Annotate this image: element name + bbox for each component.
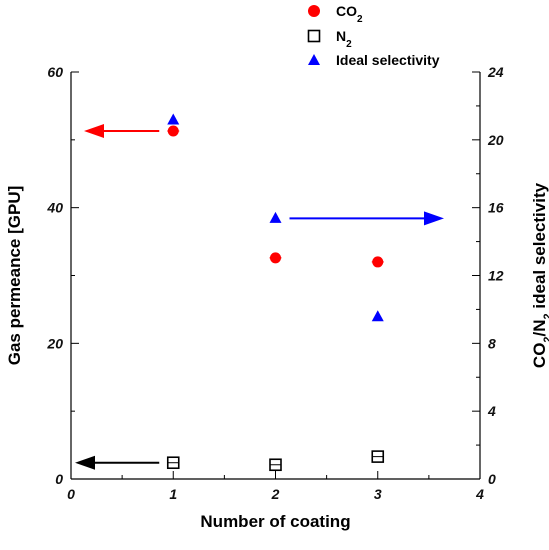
right-y-tick-label: 12 [488, 268, 504, 284]
legend-selectivity-label: Ideal selectivity [336, 52, 440, 68]
legend-n2-marker [307, 29, 321, 43]
x-tick-label: 2 [271, 486, 280, 502]
legend-co2-marker [308, 5, 320, 17]
n2-arrow-head [75, 455, 95, 470]
right-y-tick-label: 4 [487, 403, 496, 419]
x-tick-label: 4 [475, 486, 484, 502]
legend: CO2 N2 Ideal selectivity [307, 3, 440, 68]
legend-n2-label: N2 [336, 28, 352, 50]
axes-group [70, 72, 481, 480]
co2-point [167, 125, 179, 137]
co2-arrow-head [84, 124, 104, 139]
x-tick-label: 3 [374, 486, 382, 502]
left-y-tick-label: 0 [55, 471, 63, 487]
x-axis-title: Number of coating [200, 512, 350, 531]
selectivity-point [269, 211, 282, 223]
left-y-tick-label: 20 [46, 335, 63, 351]
right-y-tick-label: 16 [488, 200, 504, 216]
annotations-group [75, 124, 444, 470]
legend-selectivity-marker [308, 54, 320, 65]
axis-titles: Number of coating Gas permeance [GPU] CO2/… [5, 182, 549, 531]
co2-point [270, 252, 281, 264]
left-y-tick-label: 60 [47, 64, 63, 80]
y-axis-title: Gas permeance [GPU] [5, 186, 24, 366]
selectivity-point [371, 310, 384, 322]
y2-axis-title: CO2/N2 ideal selectivity [530, 182, 549, 368]
selectivity-point [167, 113, 180, 125]
right-y-tick-label: 20 [487, 132, 504, 148]
right-y-tick-label: 24 [487, 64, 504, 80]
selectivity-arrow-head [424, 211, 444, 226]
right-y-tick-label: 0 [488, 471, 496, 487]
right-y-tick-label: 8 [488, 335, 496, 351]
co2-point [372, 256, 384, 268]
marks-group [166, 113, 385, 472]
x-tick-label: 0 [67, 486, 75, 502]
left-y-tick-label: 40 [46, 200, 63, 216]
x-tick-label: 1 [169, 486, 177, 502]
legend-co2-label: CO2 [336, 3, 363, 25]
